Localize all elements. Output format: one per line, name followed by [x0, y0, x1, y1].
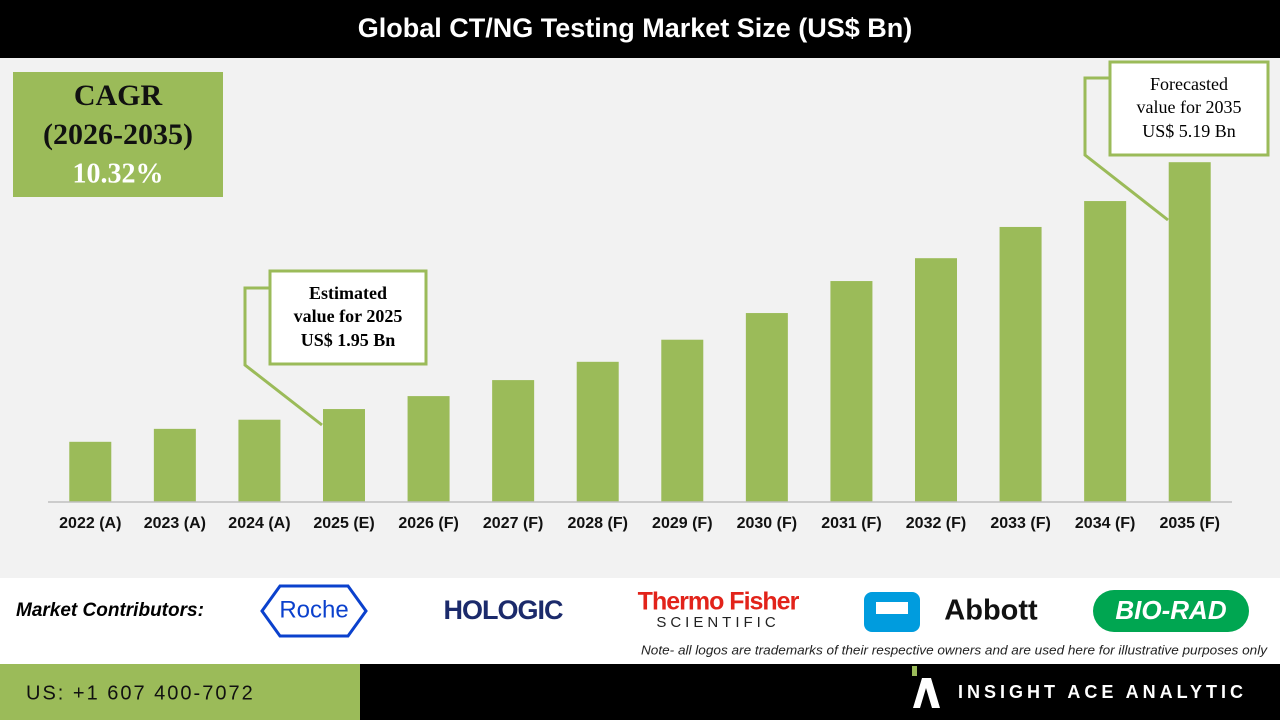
bar — [153, 428, 196, 502]
x-tick-label: 2027 (F) — [483, 515, 543, 532]
bar — [1084, 201, 1127, 503]
plot: 2022 (A) 2023 (A) 2024 (A) 2025 (E) 2026 (F)… — [59, 162, 1220, 532]
cagr-value: 10.32% — [73, 158, 164, 189]
bar — [999, 226, 1042, 502]
logo-text: SCIENTIFIC — [656, 614, 779, 631]
bar — [915, 258, 957, 502]
bar — [69, 441, 112, 502]
x-tick-label: 2029 (F) — [652, 515, 712, 532]
logo-text: Thermo Fisher — [638, 588, 800, 616]
bar — [576, 361, 619, 502]
brand-icon — [913, 678, 940, 708]
phone-band — [0, 664, 360, 720]
abbott-icon — [876, 602, 908, 614]
bar — [407, 396, 450, 502]
cagr-box — [13, 72, 223, 197]
estimate-box — [268, 269, 428, 366]
x-tick-label: 2031 (F) — [821, 515, 881, 532]
bar — [238, 419, 281, 502]
forecast-box — [1108, 60, 1270, 157]
logo-text: HOLOGIC — [444, 595, 563, 625]
brand: INSIGHT ACE ANALYTIC — [958, 682, 1247, 702]
cagr-period: (2026-2035) — [43, 118, 193, 151]
callout-line — [1083, 76, 1169, 222]
x-tick-label: 2035 (F) — [1159, 515, 1219, 532]
x-tick-label: 2032 (F) — [906, 515, 966, 532]
bar — [830, 281, 873, 502]
roche-logo — [260, 584, 368, 638]
title-bar — [0, 0, 1280, 58]
bar — [1168, 162, 1211, 502]
x-tick-label: 2025 (E) — [313, 515, 374, 532]
x-tick-label: 2023 (A) — [144, 515, 206, 532]
callout-line — [243, 286, 323, 427]
x-tick-label: 2024 (A) — [228, 515, 290, 532]
estimate-text: value for 2025 — [294, 306, 403, 326]
cagr-label: CAGR — [74, 79, 163, 112]
estimate-text: US$ 1.95 Bn — [301, 330, 396, 350]
x-tick-label: 2030 (F) — [737, 515, 797, 532]
chart-title: Global CT/NG Testing Market Size (US$ Bn… — [358, 13, 913, 43]
estimate-text: Estimated — [309, 283, 387, 303]
forecast-text: Forecasted — [1150, 74, 1228, 94]
logo-text: Abbott — [944, 595, 1038, 627]
bar — [745, 313, 788, 502]
phone: US: +1 607 400-7072 — [26, 682, 255, 704]
forecast-text: US$ 5.19 Bn — [1142, 121, 1236, 141]
logo-text: Roche — [279, 596, 348, 623]
x-tick-label: 2033 (F) — [990, 515, 1050, 532]
biorad-badge — [1093, 590, 1249, 632]
x-tick-label: 2022 (A) — [59, 515, 121, 532]
contributors-band — [0, 578, 1280, 665]
note: Note- all logos are trademarks of their … — [641, 642, 1269, 657]
forecast-text: value for 2035 — [1137, 97, 1242, 117]
logo-text: BIO-RAD — [1115, 595, 1226, 625]
bar — [492, 380, 535, 502]
bar — [661, 339, 704, 502]
x-tick-label: 2028 (F) — [567, 515, 627, 532]
brand-icon — [912, 666, 917, 676]
x-tick-label: 2026 (F) — [398, 515, 458, 532]
contributors-label: Market Contributors: — [16, 600, 204, 621]
x-tick-label: 2034 (F) — [1075, 515, 1135, 532]
bar — [323, 409, 365, 502]
brand-band — [360, 664, 1280, 720]
